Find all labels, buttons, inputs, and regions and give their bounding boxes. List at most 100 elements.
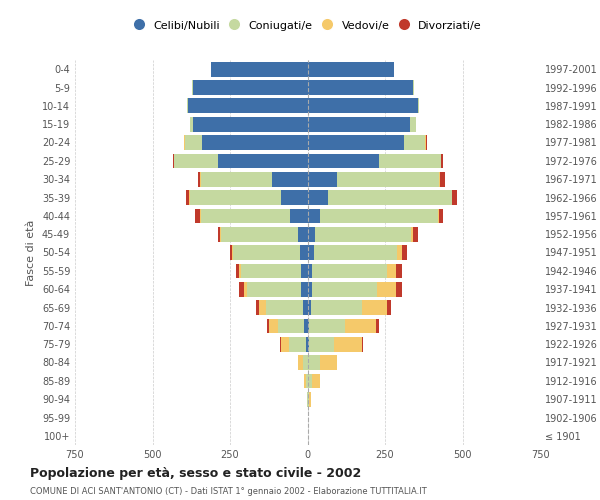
Bar bbox=[173, 154, 174, 168]
Bar bbox=[308, 208, 320, 223]
Bar bbox=[308, 98, 418, 113]
Bar bbox=[241, 264, 301, 278]
Bar bbox=[304, 318, 308, 333]
Bar bbox=[308, 154, 379, 168]
Bar bbox=[298, 355, 303, 370]
Legend: Celibi/Nubili, Coniugati/e, Vedovi/e, Divorziati/e: Celibi/Nubili, Coniugati/e, Vedovi/e, Di… bbox=[128, 16, 487, 35]
Bar bbox=[425, 135, 426, 150]
Bar bbox=[308, 392, 309, 406]
Bar bbox=[202, 135, 308, 150]
Bar bbox=[259, 300, 266, 315]
Bar bbox=[309, 337, 334, 351]
Bar bbox=[308, 264, 312, 278]
Bar bbox=[192, 80, 193, 95]
Bar bbox=[438, 208, 439, 223]
Bar bbox=[174, 154, 218, 168]
Bar bbox=[278, 318, 304, 333]
Bar bbox=[184, 135, 185, 150]
Bar bbox=[232, 245, 233, 260]
Bar bbox=[320, 355, 337, 370]
Bar bbox=[211, 62, 308, 76]
Bar bbox=[344, 318, 376, 333]
Bar bbox=[218, 227, 220, 242]
Bar bbox=[266, 300, 303, 315]
Bar bbox=[397, 245, 402, 260]
Bar bbox=[308, 318, 309, 333]
Bar bbox=[379, 154, 441, 168]
Bar bbox=[303, 355, 308, 370]
Bar bbox=[452, 190, 457, 205]
Bar bbox=[442, 154, 443, 168]
Bar bbox=[187, 98, 188, 113]
Bar bbox=[312, 264, 386, 278]
Bar bbox=[362, 337, 364, 351]
Bar bbox=[239, 282, 244, 296]
Bar bbox=[200, 172, 272, 186]
Bar bbox=[418, 98, 419, 113]
Bar bbox=[233, 245, 300, 260]
Bar bbox=[311, 300, 362, 315]
Bar bbox=[290, 208, 308, 223]
Bar bbox=[189, 190, 190, 205]
Bar bbox=[308, 190, 328, 205]
Bar bbox=[281, 190, 308, 205]
Bar bbox=[190, 190, 281, 205]
Bar bbox=[386, 264, 396, 278]
Bar bbox=[309, 392, 311, 406]
Bar bbox=[441, 154, 442, 168]
Bar bbox=[309, 318, 344, 333]
Bar bbox=[188, 98, 308, 113]
Bar bbox=[256, 300, 259, 315]
Bar bbox=[312, 374, 320, 388]
Bar bbox=[200, 208, 290, 223]
Y-axis label: Fasce di età: Fasce di età bbox=[26, 220, 36, 286]
Bar bbox=[193, 80, 308, 95]
Bar bbox=[308, 282, 312, 296]
Bar bbox=[308, 117, 410, 132]
Bar bbox=[413, 227, 418, 242]
Bar bbox=[308, 227, 315, 242]
Bar bbox=[298, 227, 308, 242]
Bar bbox=[244, 282, 247, 296]
Bar bbox=[272, 172, 308, 186]
Bar bbox=[306, 374, 308, 388]
Bar bbox=[308, 245, 314, 260]
Bar bbox=[218, 154, 308, 168]
Text: Popolazione per età, sesso e stato civile - 2002: Popolazione per età, sesso e stato civil… bbox=[30, 468, 361, 480]
Bar bbox=[328, 190, 452, 205]
Bar bbox=[426, 135, 427, 150]
Bar bbox=[402, 245, 407, 260]
Bar bbox=[185, 135, 202, 150]
Bar bbox=[236, 264, 239, 278]
Bar bbox=[193, 117, 308, 132]
Bar bbox=[386, 300, 391, 315]
Bar bbox=[308, 374, 312, 388]
Bar bbox=[220, 227, 221, 242]
Bar bbox=[239, 264, 241, 278]
Bar bbox=[281, 337, 289, 351]
Bar bbox=[410, 117, 416, 132]
Bar bbox=[308, 337, 309, 351]
Bar bbox=[308, 300, 311, 315]
Bar bbox=[301, 264, 308, 278]
Bar bbox=[377, 282, 396, 296]
Bar bbox=[440, 172, 445, 186]
Bar bbox=[301, 282, 308, 296]
Bar bbox=[404, 135, 425, 150]
Bar bbox=[308, 172, 337, 186]
Bar bbox=[308, 80, 413, 95]
Bar bbox=[312, 282, 377, 296]
Bar bbox=[190, 117, 193, 132]
Bar bbox=[334, 337, 362, 351]
Bar bbox=[320, 208, 438, 223]
Bar bbox=[439, 172, 440, 186]
Bar bbox=[280, 337, 281, 351]
Bar bbox=[289, 337, 306, 351]
Bar bbox=[300, 245, 308, 260]
Bar bbox=[308, 355, 320, 370]
Bar bbox=[308, 135, 404, 150]
Bar bbox=[269, 318, 278, 333]
Bar bbox=[308, 62, 394, 76]
Bar bbox=[267, 318, 269, 333]
Bar bbox=[396, 264, 402, 278]
